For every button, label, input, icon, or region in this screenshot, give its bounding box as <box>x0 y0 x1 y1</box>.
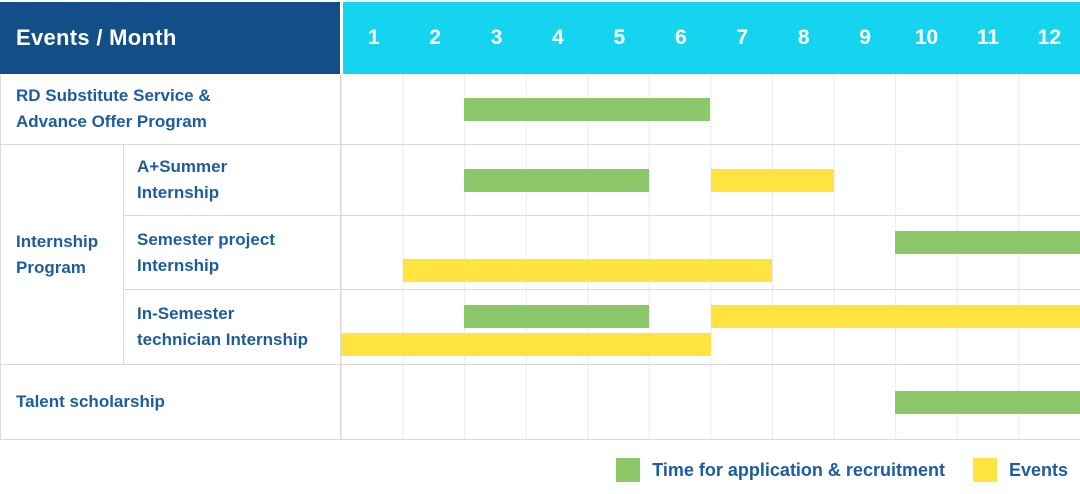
timeline-in-semester <box>340 290 1080 364</box>
month-label-12: 12 <box>1037 26 1062 49</box>
row-rd-substitute: RD Substitute Service & Advance Offer Pr… <box>1 74 1080 145</box>
month-label-8: 8 <box>797 26 810 49</box>
row-label-in-semester: In-Semester technician Internship <box>137 304 308 349</box>
row-label-a-summer: A+Summer Internship <box>137 157 228 202</box>
month-label-6: 6 <box>674 26 687 49</box>
row-in-semester-internship: In-Semester technician Internship <box>124 290 1080 364</box>
month-label-9: 9 <box>859 26 871 49</box>
application-bar <box>464 168 649 192</box>
month-label-4: 4 <box>552 26 564 49</box>
row-label-talent-scholarship: Talent scholarship <box>16 392 165 411</box>
month-label-5: 5 <box>613 26 626 49</box>
month-label-3: 3 <box>490 26 503 49</box>
timeline-rd-substitute <box>340 74 1080 144</box>
row-label-semester-project: Semester project Internship <box>137 229 275 275</box>
application-bar <box>464 305 649 328</box>
month-label-2: 2 <box>429 26 441 49</box>
application-bar <box>464 97 711 121</box>
events-legend-swatch <box>972 458 997 482</box>
timeline-talent-scholarship <box>340 365 1080 439</box>
application-bar <box>895 390 1080 414</box>
events-bar <box>341 333 711 356</box>
application-bar <box>895 231 1080 254</box>
events-bar <box>710 305 1080 328</box>
timeline-a-summer <box>340 145 1080 215</box>
month-axis: 1 2 3 4 5 6 7 8 9 10 11 12 <box>343 2 1080 74</box>
row-talent-scholarship: Talent scholarship <box>1 365 1080 439</box>
timeline-semester-project <box>340 216 1080 289</box>
month-label-10: 10 <box>914 26 939 49</box>
month-label-1: 1 <box>367 26 380 49</box>
events-bar <box>710 168 834 192</box>
application-legend-label: Time for application & recruitment <box>652 459 945 480</box>
legend: Time for application & recruitment Event… <box>0 458 1080 482</box>
application-legend-swatch <box>616 458 641 482</box>
row-label-rd-substitute: RD Substitute Service & Advance Offer Pr… <box>16 86 211 131</box>
table-body: RD Substitute Service & Advance Offer Pr… <box>0 74 1080 440</box>
row-semester-project-internship: Semester project Internship <box>124 216 1080 290</box>
row-a-summer-internship: A+Summer Internship <box>124 145 1080 216</box>
table-header: Events / Month 1 2 3 4 5 6 7 8 9 10 11 1… <box>0 2 1080 74</box>
month-label-7: 7 <box>736 26 749 49</box>
events-bar <box>402 259 773 282</box>
group-label-internship-program: Internship Program <box>1 145 124 364</box>
month-label-11: 11 <box>976 26 1000 49</box>
events-legend-label: Events <box>1008 459 1068 480</box>
events-month-header: Events / Month <box>0 2 340 74</box>
group-internship-program: Internship Program A+Summer Internship S… <box>1 145 1080 365</box>
